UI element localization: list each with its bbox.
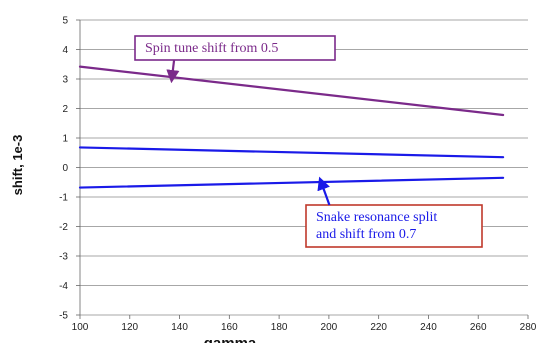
- annotation-1: Spin tune shift from 0.5: [134, 35, 336, 84]
- x-tick-label: 120: [121, 322, 138, 333]
- annotation-text: Snake resonance split: [316, 210, 437, 225]
- y-tick-label: -3: [59, 252, 68, 263]
- annotation-text: Spin tune shift from 0.5: [145, 41, 278, 56]
- annotation-arrow: [166, 59, 180, 84]
- series-line-1: [78, 65, 505, 117]
- y-tick-labels: 5 4 3 2 1 0 -1 -2 -3 -4 -5: [59, 16, 68, 322]
- x-tick-label: 240: [420, 322, 437, 333]
- series-lines: [78, 65, 505, 189]
- x-tick-label: 140: [171, 322, 188, 333]
- y-tick-label: 4: [62, 45, 68, 56]
- y-tick-label: -1: [59, 193, 68, 204]
- annotation-text: and shift from 0.7: [316, 227, 416, 242]
- x-tick-label: 160: [221, 322, 238, 333]
- y-tick-label: 1: [62, 134, 68, 145]
- axes: [76, 19, 529, 319]
- annotation-box: [134, 35, 336, 61]
- y-tick-label: -4: [59, 281, 68, 292]
- annotations: Spin tune shift from 0.5 Snake resonance …: [134, 35, 483, 248]
- annotation-box: [305, 204, 483, 248]
- y-tick-label: 3: [62, 75, 68, 86]
- x-tick-label: 180: [271, 322, 288, 333]
- x-tick-label: 260: [470, 322, 487, 333]
- x-tick-label: 200: [321, 322, 338, 333]
- gridlines: [80, 19, 528, 316]
- y-tick-label: -5: [59, 311, 68, 322]
- annotation-2: Snake resonance split and shift from 0.7: [305, 176, 483, 248]
- annotation-arrow: [317, 176, 331, 206]
- x-tick-labels: 100 120 140 160 180 200 220 240 260 280: [72, 322, 537, 333]
- series-line-2: [78, 146, 505, 159]
- y-tick-label: 5: [62, 16, 68, 27]
- y-tick-label: 2: [62, 104, 68, 115]
- x-axis-title: gamma: [204, 335, 257, 343]
- y-tick-label: -2: [59, 222, 68, 233]
- y-tick-label: 0: [62, 163, 68, 174]
- y-axis-title: shift, 1e-3: [10, 135, 25, 196]
- x-tick-label: 280: [520, 322, 537, 333]
- x-tick-label: 100: [72, 322, 89, 333]
- x-tick-label: 220: [370, 322, 387, 333]
- series-line-3: [78, 176, 505, 189]
